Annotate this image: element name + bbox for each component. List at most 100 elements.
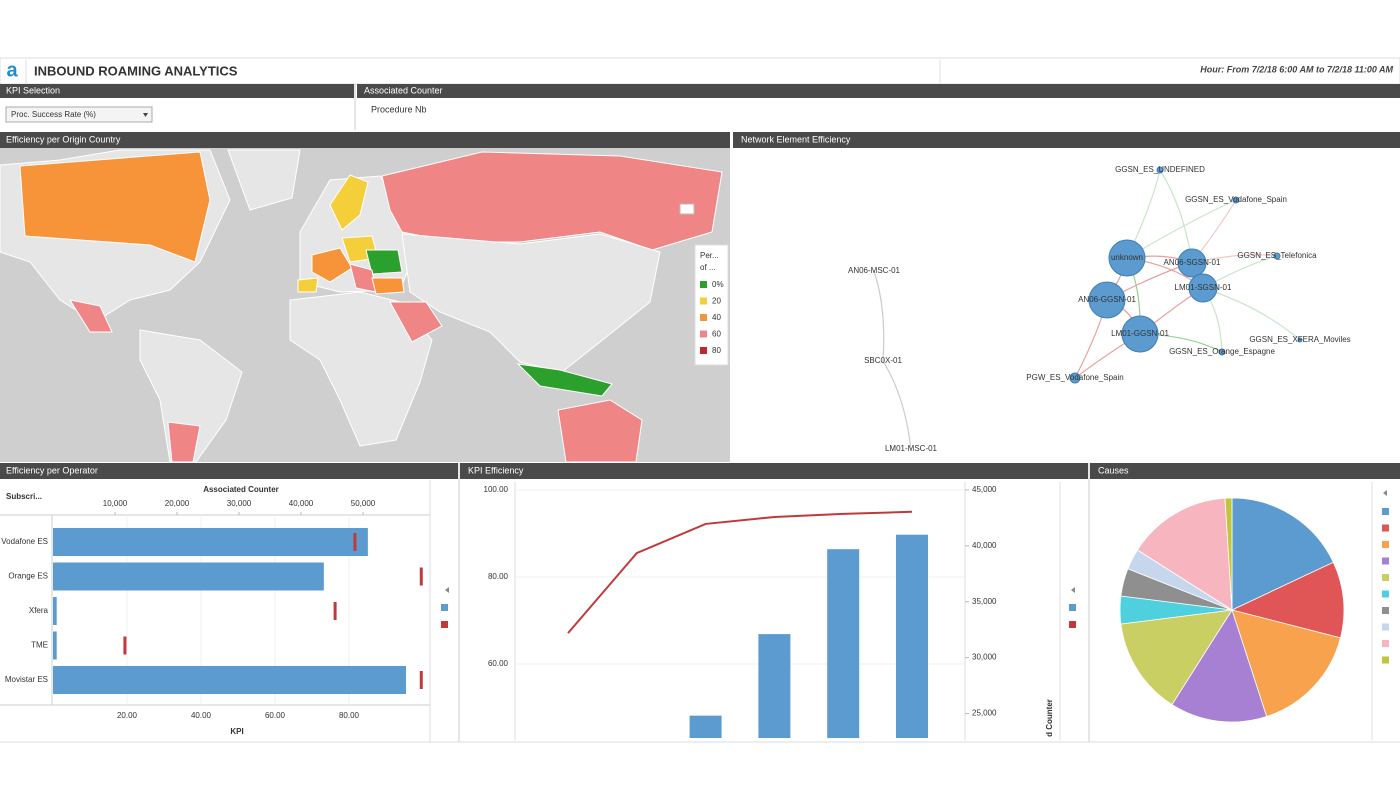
legend-toggle[interactable] xyxy=(445,587,449,593)
node[interactable] xyxy=(1232,196,1240,204)
node-label: LM01-SGSN-01 xyxy=(1175,283,1232,292)
edge xyxy=(882,360,912,450)
land xyxy=(227,149,301,211)
region xyxy=(516,363,613,397)
pie-slice[interactable] xyxy=(1231,609,1341,718)
node-label: PGW_ES_Vodafone_Spain xyxy=(1026,373,1123,382)
panel-title: KPI Efficiency xyxy=(468,465,524,475)
pie-slice[interactable] xyxy=(1231,497,1334,611)
node-label: GGSN_ES_Telefonica xyxy=(1237,251,1317,260)
edge xyxy=(1202,287,1301,341)
region xyxy=(167,421,201,463)
land xyxy=(139,329,243,463)
category-label: Vodafone ES xyxy=(1,537,48,546)
node[interactable] xyxy=(1297,337,1303,343)
legend-label: 40 xyxy=(712,313,721,322)
legend-box xyxy=(694,244,729,366)
legend-swatch xyxy=(1069,621,1076,628)
node-label: SBC0X-01 xyxy=(864,356,902,365)
node[interactable] xyxy=(1156,166,1164,174)
bar xyxy=(689,715,722,738)
region xyxy=(329,174,369,231)
counter-marker xyxy=(333,602,337,620)
dropdown-arrow[interactable] xyxy=(143,113,148,117)
category-label: Orange ES xyxy=(8,572,48,581)
node-label: unknown xyxy=(1111,253,1143,262)
node[interactable] xyxy=(1188,273,1218,303)
panel-title: KPI Selection xyxy=(6,85,60,95)
y2-tick-label: 45,000 xyxy=(972,485,997,494)
edge xyxy=(1159,169,1193,264)
legend-swatch xyxy=(1382,640,1389,647)
bar xyxy=(896,534,928,738)
y2-axis-label: d Counter xyxy=(1045,699,1054,737)
x2-tick-label: 40,000 xyxy=(289,499,314,508)
bar xyxy=(53,562,324,591)
pie-slice[interactable] xyxy=(1230,561,1345,639)
legend-label: 80 xyxy=(712,346,721,355)
y-tick-label: 80.00 xyxy=(488,572,509,581)
legend-swatch xyxy=(700,314,707,321)
y2-tick-label: 30,000 xyxy=(972,653,997,662)
node-label: AN06-MSC-01 xyxy=(848,266,901,275)
world-map[interactable] xyxy=(0,148,730,463)
legend-swatch xyxy=(700,347,707,354)
counter-value: Procedure Nb xyxy=(371,104,427,114)
map-legend: Per... of ... 0% 20 40 60 80 xyxy=(694,244,729,366)
land xyxy=(401,233,661,373)
legend-toggle[interactable] xyxy=(1383,490,1387,496)
node-label: AN06-GGSN-01 xyxy=(1078,295,1136,304)
pie-slice[interactable] xyxy=(1120,609,1233,706)
bar xyxy=(53,597,57,625)
x2-tick-label: 50,000 xyxy=(351,499,376,508)
node-label: LM01-GGSN-01 xyxy=(1111,329,1169,338)
bar xyxy=(53,631,57,660)
legend-swatch xyxy=(1382,623,1389,631)
node[interactable] xyxy=(1088,281,1126,319)
panel-title: Causes xyxy=(1098,465,1129,475)
legend-swatch xyxy=(1382,590,1389,598)
dropdown-value[interactable]: Proc. Success Rate (%) xyxy=(11,110,96,119)
node[interactable] xyxy=(1121,315,1159,353)
bar xyxy=(53,528,368,556)
panel-header xyxy=(0,132,730,148)
legend-label: 0% xyxy=(712,280,724,289)
node[interactable] xyxy=(1273,252,1281,260)
bar xyxy=(758,634,791,738)
x2-tick-label: 30,000 xyxy=(227,499,252,508)
logo[interactable]: a xyxy=(6,59,18,81)
legend-title: Per... xyxy=(700,251,719,260)
panel-header xyxy=(0,84,354,98)
legend-swatch xyxy=(1382,508,1389,515)
node[interactable] xyxy=(1108,239,1146,277)
legend-label: 60 xyxy=(712,330,721,339)
node[interactable] xyxy=(1177,248,1207,278)
node[interactable] xyxy=(1218,348,1226,356)
panel-title: Efficiency per Operator xyxy=(6,465,98,475)
network-graph[interactable]: GGSN_ES_UNDEFINED GGSN_ES_Vodafone_Spainu… xyxy=(848,165,1351,453)
counter-marker xyxy=(419,671,423,689)
y2-tick-label: 35,000 xyxy=(972,597,997,606)
panel-title: Associated Counter xyxy=(364,85,443,95)
legend-swatch xyxy=(1382,524,1389,532)
legend-toggle[interactable] xyxy=(1071,587,1075,593)
legend-title: of ... xyxy=(700,263,716,272)
x2-tick-label: 20,000 xyxy=(165,499,190,508)
y-tick-label: 100.00 xyxy=(484,485,509,494)
header-bar xyxy=(0,57,1400,85)
x-tick-label: 80.00 xyxy=(339,711,360,720)
dropdown[interactable] xyxy=(5,106,153,123)
region xyxy=(19,151,211,263)
legend-label: 20 xyxy=(712,297,721,306)
region xyxy=(381,151,723,251)
pie-slice[interactable] xyxy=(1171,609,1268,723)
panel-header xyxy=(0,463,458,479)
pie-slice[interactable] xyxy=(1136,497,1233,611)
zoom-control[interactable] xyxy=(679,203,695,215)
node-label: LM01-MSC-01 xyxy=(885,444,938,453)
region xyxy=(68,299,113,333)
node[interactable] xyxy=(1069,372,1081,384)
pie-slice[interactable] xyxy=(1224,497,1233,611)
legend-swatch xyxy=(700,297,707,305)
